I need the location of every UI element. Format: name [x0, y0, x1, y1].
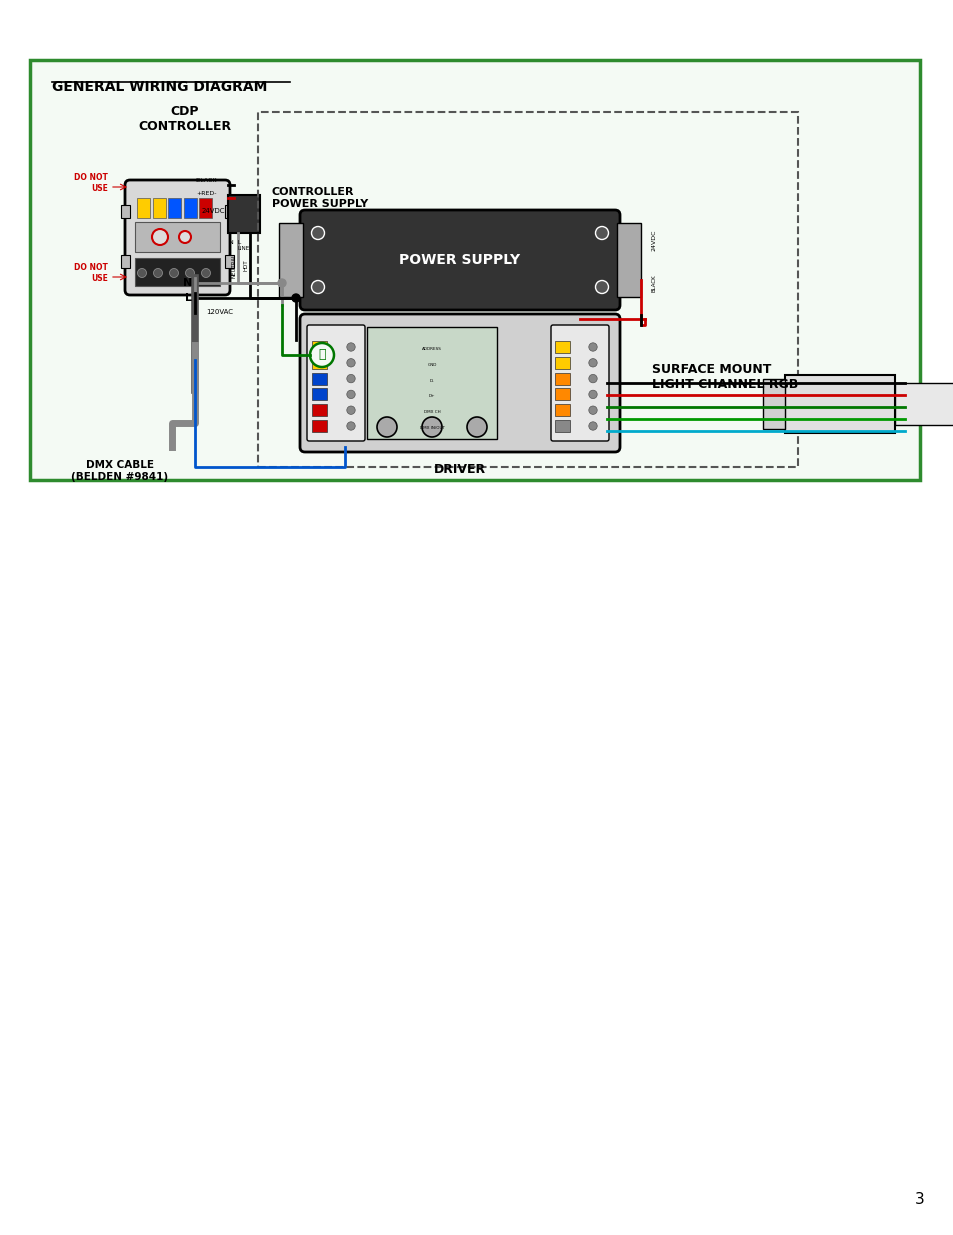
- FancyBboxPatch shape: [551, 325, 608, 441]
- Text: DO NOT
USE: DO NOT USE: [74, 263, 108, 283]
- Text: D-: D-: [429, 379, 434, 383]
- FancyBboxPatch shape: [555, 341, 569, 353]
- Circle shape: [588, 343, 597, 351]
- Text: 24VDC: 24VDC: [201, 207, 225, 214]
- Text: DMX CABLE
(BELDEN #9841): DMX CABLE (BELDEN #9841): [71, 459, 169, 482]
- FancyBboxPatch shape: [135, 222, 220, 252]
- Circle shape: [595, 226, 608, 240]
- Text: LINE: LINE: [237, 246, 250, 251]
- Circle shape: [347, 406, 355, 415]
- FancyBboxPatch shape: [367, 327, 497, 438]
- FancyBboxPatch shape: [125, 180, 230, 295]
- FancyBboxPatch shape: [555, 373, 569, 384]
- Circle shape: [347, 343, 355, 351]
- Text: DMX IN/OUT: DMX IN/OUT: [419, 426, 444, 430]
- Text: +RED-: +RED-: [196, 191, 217, 196]
- FancyBboxPatch shape: [199, 198, 212, 219]
- Text: -BLACK-: -BLACK-: [194, 178, 219, 183]
- Text: DO NOT
USE: DO NOT USE: [74, 173, 108, 193]
- FancyBboxPatch shape: [299, 314, 619, 452]
- FancyBboxPatch shape: [225, 254, 233, 268]
- FancyBboxPatch shape: [555, 388, 569, 400]
- FancyBboxPatch shape: [555, 420, 569, 432]
- Circle shape: [201, 268, 211, 278]
- Text: ⏚: ⏚: [318, 348, 325, 362]
- Text: GENERAL WIRING DIAGRAM: GENERAL WIRING DIAGRAM: [52, 80, 267, 94]
- Text: NEUTRAL: NEUTRAL: [232, 252, 236, 278]
- Text: SURFACE MOUNT
LIGHT CHANNEL RGB: SURFACE MOUNT LIGHT CHANNEL RGB: [651, 363, 798, 391]
- FancyBboxPatch shape: [121, 205, 130, 219]
- Text: D+: D+: [428, 394, 435, 399]
- Circle shape: [588, 422, 597, 430]
- Circle shape: [152, 228, 168, 245]
- Circle shape: [137, 268, 147, 278]
- Circle shape: [292, 294, 299, 303]
- FancyBboxPatch shape: [278, 224, 303, 296]
- Text: ADDRESS: ADDRESS: [421, 347, 441, 351]
- Circle shape: [588, 390, 597, 399]
- Text: BLACK: BLACK: [650, 274, 656, 291]
- FancyBboxPatch shape: [312, 388, 327, 400]
- Circle shape: [467, 417, 486, 437]
- Text: CONTROLLER
POWER SUPPLY: CONTROLLER POWER SUPPLY: [272, 186, 368, 209]
- FancyBboxPatch shape: [617, 224, 640, 296]
- Circle shape: [312, 226, 324, 240]
- Text: HOT: HOT: [243, 259, 248, 270]
- Text: DRIVER: DRIVER: [434, 463, 485, 475]
- Circle shape: [153, 268, 162, 278]
- Circle shape: [376, 417, 396, 437]
- FancyBboxPatch shape: [137, 198, 150, 219]
- FancyBboxPatch shape: [762, 379, 784, 429]
- FancyBboxPatch shape: [312, 357, 327, 369]
- Text: N  L: N L: [229, 240, 241, 245]
- FancyBboxPatch shape: [307, 325, 365, 441]
- Circle shape: [347, 390, 355, 399]
- Circle shape: [185, 268, 194, 278]
- FancyBboxPatch shape: [225, 205, 233, 219]
- FancyBboxPatch shape: [312, 341, 327, 353]
- Text: DMX CH: DMX CH: [423, 410, 440, 414]
- FancyBboxPatch shape: [135, 258, 220, 287]
- Text: GND: GND: [427, 363, 436, 367]
- Circle shape: [588, 406, 597, 415]
- Text: 120VAC: 120VAC: [206, 309, 233, 315]
- FancyBboxPatch shape: [121, 254, 130, 268]
- FancyBboxPatch shape: [183, 198, 196, 219]
- Circle shape: [588, 374, 597, 383]
- Circle shape: [312, 280, 324, 294]
- FancyBboxPatch shape: [312, 420, 327, 432]
- FancyBboxPatch shape: [312, 373, 327, 384]
- FancyBboxPatch shape: [299, 210, 619, 310]
- Text: CDP
CONTROLLER: CDP CONTROLLER: [138, 105, 232, 133]
- FancyBboxPatch shape: [312, 404, 327, 416]
- Text: N: N: [183, 278, 192, 288]
- Circle shape: [310, 343, 334, 367]
- Text: L: L: [185, 293, 192, 303]
- Circle shape: [277, 279, 286, 287]
- FancyBboxPatch shape: [152, 198, 165, 219]
- Circle shape: [179, 231, 191, 243]
- Circle shape: [170, 268, 178, 278]
- Circle shape: [421, 417, 441, 437]
- FancyBboxPatch shape: [228, 195, 260, 233]
- Text: POWER SUPPLY: POWER SUPPLY: [399, 253, 520, 267]
- Circle shape: [588, 358, 597, 367]
- FancyBboxPatch shape: [168, 198, 181, 219]
- FancyBboxPatch shape: [30, 61, 919, 480]
- FancyBboxPatch shape: [555, 357, 569, 369]
- FancyBboxPatch shape: [894, 383, 953, 425]
- FancyBboxPatch shape: [555, 404, 569, 416]
- FancyBboxPatch shape: [784, 375, 894, 433]
- Circle shape: [347, 358, 355, 367]
- Circle shape: [595, 280, 608, 294]
- Circle shape: [347, 422, 355, 430]
- Circle shape: [347, 374, 355, 383]
- Text: 3: 3: [914, 1193, 923, 1208]
- Text: 24VDC: 24VDC: [650, 230, 656, 251]
